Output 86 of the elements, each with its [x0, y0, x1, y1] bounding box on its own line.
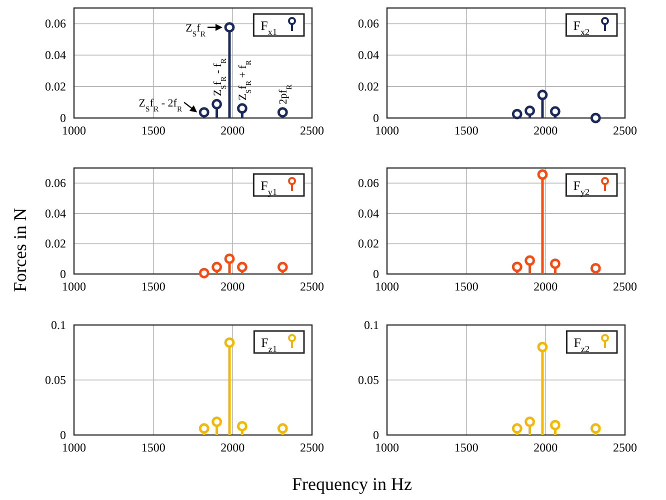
x-tick-label: 1000	[375, 280, 399, 294]
y-tick-label: 0.04	[45, 48, 66, 62]
y-tick-label: 0	[60, 110, 66, 125]
y-tick-label: 0.02	[358, 79, 379, 94]
y-tick-label: 0.1	[364, 318, 379, 332]
x-tick-label: 2500	[613, 280, 637, 294]
x-tick-label: 2000	[534, 440, 558, 455]
point	[212, 262, 222, 272]
x-tick-label: 2000	[220, 124, 245, 138]
x-axis-title: Frequency in Hz	[292, 474, 412, 494]
y-tick-label: 0.04	[45, 206, 66, 220]
point	[512, 423, 522, 434]
x-tick-label: 2500	[300, 124, 324, 138]
point	[537, 90, 548, 100]
y-tick-label: 0.06	[45, 176, 66, 190]
point	[524, 255, 536, 266]
y-axis-title: Forces in N	[10, 208, 30, 292]
point	[198, 423, 210, 434]
point	[224, 253, 235, 264]
x-tick-label: 1000	[375, 440, 399, 455]
annotation: Z$_{S}$f$_{R}$	[186, 22, 206, 38]
y-tick-label: 0	[373, 110, 379, 125]
point	[224, 22, 235, 33]
point	[212, 98, 222, 110]
x-tick-label: 1500	[141, 124, 166, 138]
y-tick-label: 0.05	[45, 372, 66, 387]
y-tick-label: 0.02	[45, 236, 66, 251]
x-tick-label: 2000	[220, 280, 245, 294]
x-tick-label: 2000	[534, 124, 558, 138]
legend-label: F$_{z2}$	[574, 335, 590, 354]
point	[524, 106, 536, 116]
x-tick-label: 2500	[613, 124, 637, 138]
y-tick-label: 0.04	[358, 48, 379, 62]
x-tick-label: 2000	[220, 440, 245, 455]
point	[198, 268, 210, 278]
y-tick-label: 0	[60, 428, 66, 442]
y-tick-label: 0.06	[358, 16, 379, 31]
annotation: Z$_{S}$f$_{R}$ - 2f$_{R}$	[138, 97, 183, 113]
x-tick-label: 1500	[454, 440, 478, 455]
point	[524, 416, 536, 428]
x-tick-label: 2500	[613, 440, 637, 455]
x-tick-label: 1000	[62, 280, 86, 294]
legend-label: F$_{y1}$	[260, 178, 277, 197]
y-tick-label: 0	[60, 266, 66, 281]
point	[550, 420, 560, 430]
point	[550, 258, 560, 269]
x-tick-label: 1000	[375, 124, 399, 138]
y-tick-label: 0.06	[358, 176, 379, 190]
x-tick-label: 1500	[141, 280, 166, 294]
y-tick-label: 0.02	[358, 236, 379, 251]
y-tick-label: 0.1	[51, 318, 66, 332]
x-tick-label: 2000	[534, 280, 558, 294]
point	[236, 420, 248, 432]
point	[277, 262, 288, 272]
point	[550, 106, 560, 117]
x-tick-label: 2500	[300, 440, 324, 455]
point	[277, 423, 288, 434]
point	[236, 262, 248, 272]
point	[236, 103, 248, 114]
y-tick-label: 0	[373, 266, 379, 281]
y-tick-label: 0.04	[358, 206, 379, 220]
x-tick-label: 1500	[141, 440, 166, 455]
legend-label: F$_{x1}$	[260, 18, 277, 37]
x-tick-label: 1500	[454, 280, 478, 294]
point	[512, 108, 522, 120]
y-tick-label: 0.06	[45, 16, 66, 31]
point	[198, 107, 210, 118]
point	[537, 342, 548, 352]
point	[212, 416, 222, 428]
legend-label: F$_{x2}$	[573, 18, 590, 37]
point	[590, 423, 601, 434]
x-tick-label: 1000	[62, 440, 86, 455]
legend-label: F$_{y2}$	[573, 178, 590, 197]
point	[224, 337, 235, 348]
y-tick-label: 0	[373, 428, 379, 442]
x-tick-label: 1500	[454, 124, 478, 138]
x-tick-label: 1000	[62, 124, 86, 138]
y-tick-label: 0.02	[45, 79, 66, 94]
point	[512, 262, 522, 272]
y-tick-label: 0.05	[358, 372, 379, 387]
point	[537, 169, 548, 180]
x-tick-label: 2500	[300, 280, 324, 294]
point	[590, 263, 601, 274]
legend-label: F$_{z1}$	[261, 335, 277, 354]
point	[590, 112, 601, 124]
point	[277, 107, 288, 118]
